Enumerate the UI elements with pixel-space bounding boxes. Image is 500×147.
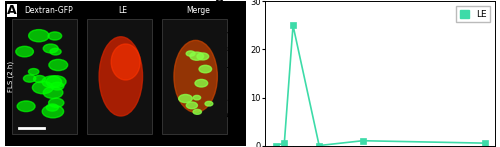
Circle shape <box>205 101 213 106</box>
Text: B: B <box>214 0 224 9</box>
Circle shape <box>186 102 198 109</box>
Text: FLS (2 h): FLS (2 h) <box>8 61 14 92</box>
Circle shape <box>197 53 208 60</box>
Circle shape <box>34 75 46 83</box>
Text: Merge: Merge <box>186 6 210 15</box>
Circle shape <box>42 105 64 118</box>
Circle shape <box>49 59 68 71</box>
Text: Dextran-GFP: Dextran-GFP <box>24 6 73 15</box>
Circle shape <box>32 81 53 94</box>
Circle shape <box>48 98 64 107</box>
Circle shape <box>193 95 200 100</box>
FancyBboxPatch shape <box>162 19 227 134</box>
Circle shape <box>17 101 35 112</box>
Circle shape <box>28 30 49 42</box>
Ellipse shape <box>111 44 140 80</box>
Circle shape <box>43 87 63 98</box>
Circle shape <box>51 82 64 90</box>
Text: LE: LE <box>118 6 128 15</box>
Y-axis label: Dextran co-localized
endosomes (number/cell): Dextran co-localized endosomes (number/c… <box>228 20 248 127</box>
Circle shape <box>24 75 36 82</box>
FancyBboxPatch shape <box>87 19 152 134</box>
Circle shape <box>48 32 62 40</box>
Ellipse shape <box>99 37 142 116</box>
Circle shape <box>193 109 202 114</box>
Circle shape <box>28 69 39 75</box>
FancyBboxPatch shape <box>12 19 78 134</box>
Circle shape <box>186 51 195 56</box>
Circle shape <box>43 44 58 53</box>
Circle shape <box>16 46 34 57</box>
Text: A: A <box>8 4 17 17</box>
Circle shape <box>178 95 192 103</box>
Circle shape <box>190 52 203 60</box>
Circle shape <box>50 48 61 55</box>
Circle shape <box>46 104 58 111</box>
Legend: LE: LE <box>456 6 490 22</box>
Ellipse shape <box>174 40 218 112</box>
Circle shape <box>46 76 66 88</box>
Circle shape <box>195 79 207 87</box>
Circle shape <box>42 76 62 88</box>
Circle shape <box>199 65 211 73</box>
